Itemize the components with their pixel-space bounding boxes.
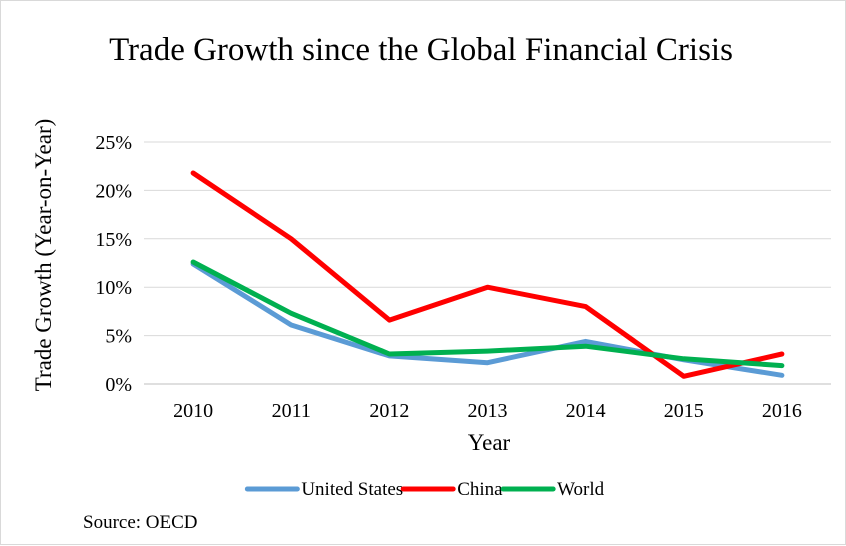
series-line-china	[190, 170, 785, 379]
x-tick-label: 2010	[173, 400, 213, 422]
x-tick-label: 2012	[369, 400, 409, 422]
legend-label: China	[457, 479, 503, 500]
y-tick-label: 10%	[95, 277, 132, 299]
legend-label: United States	[301, 479, 403, 500]
y-tick-label: 20%	[95, 180, 132, 202]
x-tick-label: 2011	[272, 400, 311, 422]
source-note: Source: OECD	[83, 512, 198, 533]
chart-title: Trade Growth since the Global Financial …	[109, 32, 733, 68]
x-tick-label: 2013	[468, 400, 508, 422]
x-tick-label: 2014	[566, 400, 606, 422]
series-line-world	[190, 259, 785, 369]
y-tick-label: 15%	[95, 229, 132, 251]
y-tick-label: 0%	[105, 374, 132, 396]
x-axis-label: Year	[468, 430, 511, 455]
x-tick-label: 2015	[664, 400, 704, 422]
y-tick-label: 5%	[105, 326, 132, 348]
y-axis-label: Trade Growth (Year-on-Year)	[31, 119, 56, 392]
legend-label: World	[557, 479, 605, 500]
y-tick-label: 25%	[95, 132, 132, 154]
x-tick-label: 2016	[762, 400, 802, 422]
